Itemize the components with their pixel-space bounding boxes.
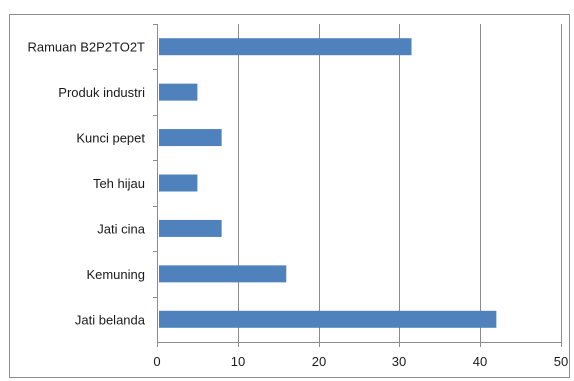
category-labels: Ramuan B2P2TO2T Produk industri Kunci pepe… bbox=[27, 40, 145, 328]
x-tick-label: 10 bbox=[231, 354, 245, 369]
bar bbox=[159, 83, 198, 101]
category-label: Kunci pepet bbox=[76, 131, 145, 146]
category-label: Produk industri bbox=[58, 85, 145, 100]
category-label: Jati cina bbox=[97, 221, 145, 236]
category-label: Jati belanda bbox=[75, 312, 146, 327]
x-tick-label: 20 bbox=[312, 354, 326, 369]
tick-labels: 0 10 20 30 40 50 bbox=[153, 354, 568, 369]
category-label: Teh hijau bbox=[93, 176, 145, 191]
x-tick-label: 30 bbox=[392, 354, 406, 369]
gridlines bbox=[238, 24, 562, 342]
bar bbox=[159, 129, 222, 147]
x-tick-label: 40 bbox=[473, 354, 487, 369]
axes bbox=[153, 24, 562, 347]
category-label: Ramuan B2P2TO2T bbox=[27, 40, 145, 55]
x-tick-label: 50 bbox=[554, 354, 568, 369]
bar bbox=[159, 265, 287, 283]
bar bbox=[159, 38, 412, 56]
bar bbox=[159, 310, 497, 328]
x-tick-label: 0 bbox=[153, 354, 160, 369]
bar bbox=[159, 174, 198, 192]
bars bbox=[159, 38, 497, 328]
bar bbox=[159, 219, 222, 237]
category-label: Kemuning bbox=[86, 267, 145, 282]
